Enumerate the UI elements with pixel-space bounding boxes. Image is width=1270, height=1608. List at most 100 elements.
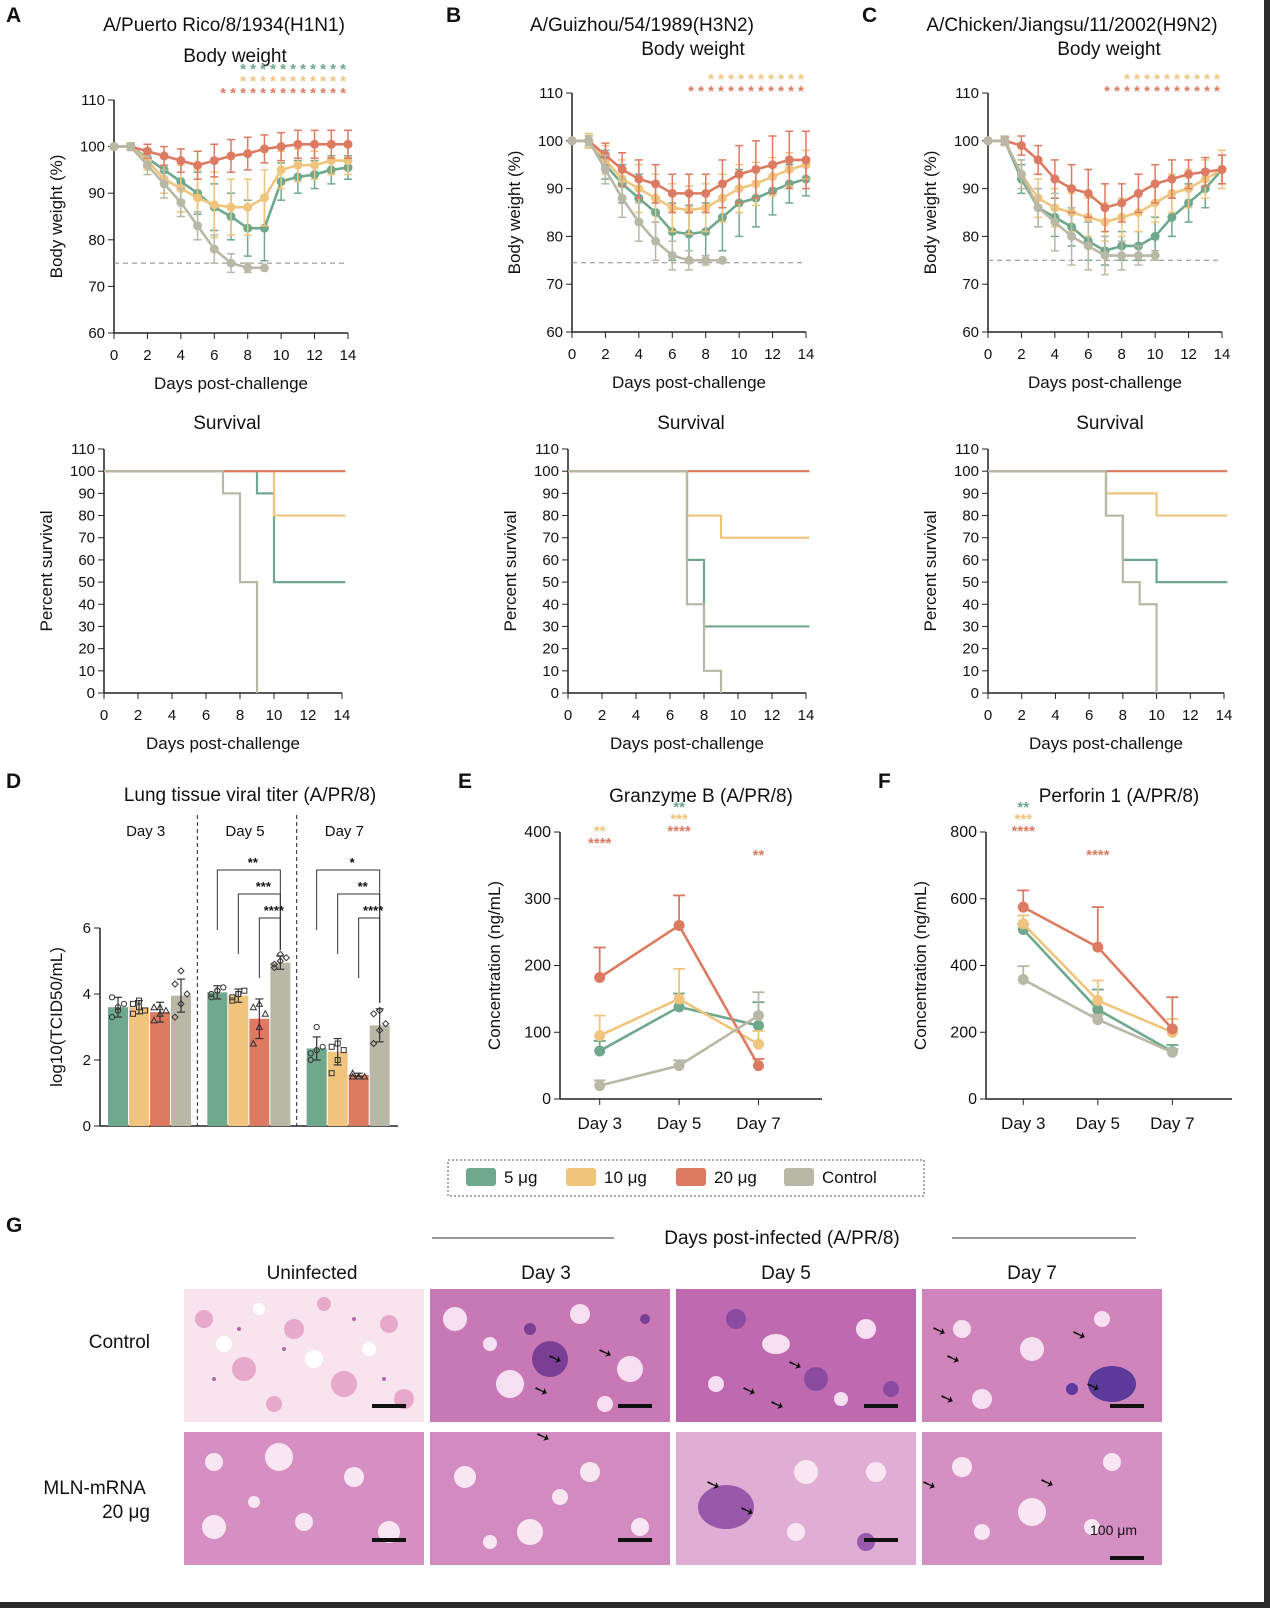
panel-label-c: C [862, 4, 877, 27]
replicate-point [114, 1004, 122, 1011]
x-tick-label: 4 [632, 707, 640, 724]
series-line [988, 470, 1158, 693]
x-tick-label: 14 [1216, 707, 1233, 724]
data-point [684, 255, 694, 265]
replicate-point [150, 1003, 158, 1011]
y-tick-label: 110 [535, 441, 559, 458]
x-tick-label: 8 [1119, 707, 1127, 724]
y-tick-label: 110 [71, 441, 95, 458]
replicate-point [108, 1014, 116, 1021]
y-tick-label: 70 [546, 276, 563, 293]
y-tick-label: 70 [88, 278, 105, 295]
group-label: Day 3 [126, 823, 165, 840]
x-tick-label: 4 [177, 347, 185, 364]
panel-label-e: E [458, 770, 472, 793]
y-tick-label: 110 [539, 85, 563, 102]
replicate-point [183, 990, 191, 998]
legend: 5 μg 10 μg 20 μg Control [447, 1159, 925, 1197]
histology-header: Days post-infected (A/PR/8) [664, 1228, 899, 1249]
replicate-point [276, 957, 285, 965]
strain-title-c: A/Chicken/Jiangsu/11/2002(H9N2) [926, 15, 1217, 36]
y-tick-label: 80 [962, 228, 979, 245]
data-point [326, 139, 336, 149]
y-axis-label: Percent survival [921, 511, 940, 632]
data-point [276, 142, 286, 152]
y-tick-label: 90 [88, 185, 105, 202]
replicate-point [270, 963, 279, 972]
x-tick-label: 12 [764, 346, 781, 363]
x-tick-label: 14 [1214, 346, 1231, 363]
replicate-point [142, 1007, 148, 1014]
replicate-point [130, 1010, 136, 1017]
legend-swatch-20ug [676, 1168, 706, 1186]
x-tick-label: 10 [273, 347, 290, 364]
y-tick-label: 80 [78, 508, 95, 525]
replicate-point [156, 1003, 164, 1011]
strain-title-a: A/Puerto Rico/8/1934(H1N1) [103, 15, 345, 36]
data-point [193, 221, 203, 231]
y-tick-label: 400 [524, 824, 551, 841]
data-point [226, 202, 236, 212]
x-tick-label: 0 [564, 707, 572, 724]
data-point [752, 1038, 764, 1050]
legend-label-20ug: 20 μg [714, 1168, 757, 1187]
series-line [599, 1005, 759, 1053]
data-point [1100, 251, 1110, 261]
replicate-point [177, 1000, 185, 1008]
y-tick-label: 0 [971, 685, 979, 702]
y-tick-label: 50 [962, 574, 979, 591]
chart-title: Survival [193, 413, 261, 434]
replicate-point [354, 1072, 363, 1080]
data-point [226, 151, 236, 161]
data-point [1184, 169, 1194, 179]
panel-label-d: D [6, 770, 21, 793]
scale-bar [1110, 1404, 1144, 1408]
replicate-point [328, 1043, 335, 1050]
tissue-image [430, 1289, 670, 1422]
data-point [1067, 184, 1077, 194]
histology-row-mln-line2: 20 μg [102, 1502, 150, 1523]
x-tick-label: 8 [702, 346, 710, 363]
y-tick-label: 100 [70, 463, 95, 480]
data-point [1200, 167, 1210, 177]
x-tick-label: 14 [334, 707, 351, 724]
y-axis-label: Percent survival [501, 511, 520, 632]
series-line [568, 470, 810, 539]
y-tick-label: 30 [962, 618, 979, 635]
legend-frame [447, 1159, 925, 1197]
x-tick-label: Day 3 [1001, 1114, 1045, 1133]
x-axis-label: Days post-challenge [1028, 373, 1182, 392]
x-tick-label: 6 [666, 707, 674, 724]
data-point [1000, 136, 1010, 146]
replicate-point [334, 1040, 341, 1047]
x-tick-label: 4 [1051, 707, 1059, 724]
data-point [1067, 231, 1077, 241]
histology-control-uninfected [184, 1289, 424, 1422]
x-tick-label: 8 [1118, 346, 1126, 363]
significance-stars: * * * * * * * * * * [1124, 71, 1220, 88]
data-point [1017, 974, 1029, 986]
significance-stars: * * * * * * * * * * * [240, 73, 346, 90]
series-line [572, 139, 723, 262]
significance-bracket [358, 917, 381, 1003]
y-tick-label: 60 [78, 552, 95, 569]
replicate-point [114, 1007, 122, 1014]
data-point [243, 202, 253, 212]
significance-stars: *** [1015, 811, 1033, 828]
x-tick-label: 14 [340, 347, 357, 364]
y-tick-label: 200 [524, 958, 551, 975]
significance-label: ** [248, 855, 259, 870]
y-tick-label: 100 [80, 139, 105, 156]
replicate-point [369, 1010, 378, 1018]
data-point [159, 179, 169, 189]
y-tick-label: 0 [968, 1091, 977, 1108]
significance-label: **** [264, 903, 285, 918]
data-point [1166, 1046, 1178, 1058]
histology-control-day7 [922, 1289, 1162, 1422]
data-point [259, 144, 269, 154]
data-point [109, 142, 119, 152]
data-point [1217, 164, 1227, 174]
y-tick-label: 0 [87, 685, 95, 702]
